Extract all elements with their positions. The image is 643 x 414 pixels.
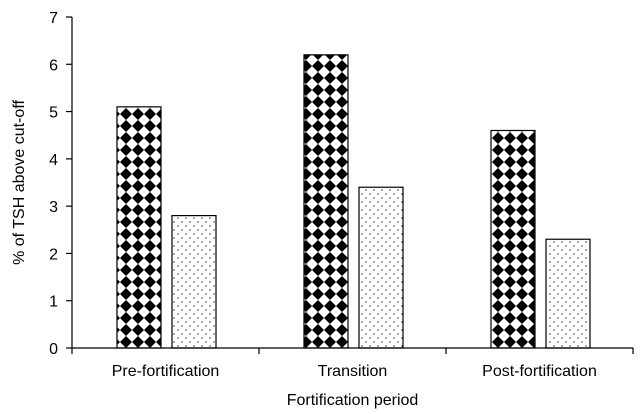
bar-checkered-1	[303, 54, 349, 349]
bars-layer	[116, 54, 591, 349]
y-tick-label: 5	[49, 105, 58, 122]
x-tick-label: Post-fortification	[482, 363, 597, 380]
y-ticks: 0 1 2 3 4 5 6 7	[49, 10, 72, 358]
y-tick-label: 7	[49, 10, 58, 27]
y-axis-title: % of TSH above cut-off	[11, 100, 28, 265]
y-tick-label: 4	[49, 152, 58, 169]
bar-dotted-0	[171, 215, 217, 349]
x-axis-title: Fortification period	[287, 392, 419, 409]
x-tick-label: Transition	[318, 363, 388, 380]
y-tick-label: 1	[49, 294, 58, 311]
y-tick-label: 0	[49, 341, 58, 358]
x-tick-label: Pre-fortification	[112, 363, 220, 380]
bar-dotted-2	[545, 238, 591, 349]
bar-checkered-0	[116, 106, 162, 349]
y-tick-label: 2	[49, 246, 58, 263]
bar-dotted-1	[358, 186, 404, 349]
x-ticks: Pre-fortification Transition Post-fortific…	[71, 348, 634, 380]
bar-checkered-2	[490, 129, 536, 349]
y-tick-label: 3	[49, 199, 58, 216]
y-tick-label: 6	[49, 57, 58, 74]
